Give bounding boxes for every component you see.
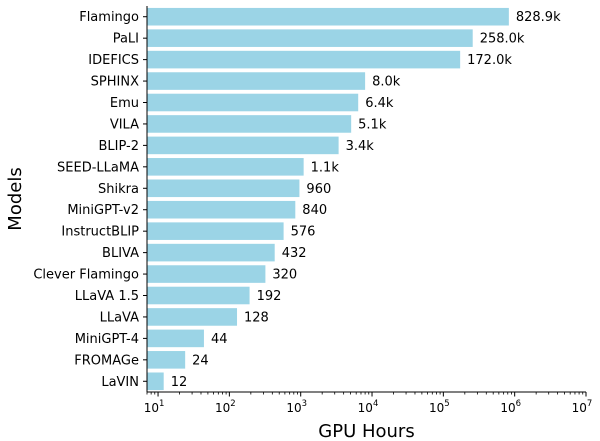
bar-pali — [147, 29, 473, 47]
x-tick-exponent: 2 — [230, 399, 235, 409]
x-tick-exponent: 4 — [373, 399, 378, 409]
x-tick-exponent: 6 — [516, 399, 521, 409]
value-label: 1.1k — [311, 160, 340, 175]
category-labels-group: Flamingo PaLI IDEFICS SPHINX Emu VILA BLIP-2 SE… — [33, 10, 147, 390]
x-tick-base: 10 — [429, 401, 444, 415]
category-label: LaVIN — [101, 375, 139, 390]
value-label: 24 — [192, 353, 209, 368]
value-label: 3.4k — [346, 139, 375, 154]
x-tick-label: 107 — [572, 399, 593, 415]
value-label: 432 — [282, 246, 307, 261]
value-label: 12 — [171, 375, 188, 390]
bar-sphinx — [147, 72, 366, 90]
value-label: 840 — [302, 203, 327, 218]
bar-llava — [147, 308, 238, 326]
value-label: 258.0k — [480, 32, 525, 47]
x-tick-base: 10 — [144, 401, 159, 415]
category-label: MiniGPT-4 — [75, 332, 139, 347]
bar-flamingo — [147, 7, 509, 26]
bar-bliva — [147, 243, 275, 262]
x-tick-exponent: 3 — [302, 399, 307, 409]
x-tick-base: 10 — [500, 401, 515, 415]
value-label: 960 — [306, 182, 331, 197]
x-tick-label: 102 — [215, 399, 236, 415]
bar-seed-llama — [147, 158, 304, 176]
value-label: 192 — [257, 289, 282, 304]
x-tick-base: 10 — [215, 401, 230, 415]
bar-clever-flamingo — [147, 265, 266, 283]
x-ticks-group: 101 102 103 104 105 106 107 — [144, 392, 593, 415]
bar-emu — [147, 93, 359, 112]
category-label: Emu — [110, 96, 139, 111]
bar-llava-1-5 — [147, 286, 250, 305]
bars-group — [147, 7, 509, 391]
category-label: SEED-LLaMA — [57, 160, 139, 175]
category-label: LLaVA 1.5 — [75, 289, 139, 304]
category-label: Flamingo — [79, 10, 139, 25]
category-label: PaLI — [113, 32, 139, 47]
x-tick-base: 10 — [286, 401, 301, 415]
category-label: FROMAGe — [74, 353, 139, 368]
bar-shikra — [147, 179, 300, 198]
value-label: 320 — [272, 268, 297, 283]
value-label: 128 — [244, 310, 269, 325]
category-label: IDEFICS — [88, 53, 139, 68]
value-label: 44 — [211, 332, 228, 347]
x-tick-exponent: 1 — [159, 399, 164, 409]
x-tick-label: 101 — [144, 399, 165, 415]
x-tick-exponent: 7 — [587, 399, 592, 409]
bar-lavin — [147, 372, 164, 391]
x-tick-label: 104 — [358, 399, 379, 415]
x-tick-base: 10 — [572, 401, 587, 415]
category-label: Clever Flamingo — [33, 268, 139, 283]
category-label: Shikra — [98, 182, 139, 197]
y-axis-title: Models — [5, 167, 26, 230]
value-label: 828.9k — [516, 10, 561, 25]
x-tick-base: 10 — [358, 401, 373, 415]
category-label: LLaVA — [100, 310, 140, 325]
value-label: 576 — [291, 225, 316, 240]
bar-minigpt-4 — [147, 329, 204, 348]
value-label: 172.0k — [467, 53, 512, 68]
bar-vila — [147, 115, 352, 133]
bar-instructblip — [147, 222, 284, 240]
value-labels-group: 828.9k 258.0k 172.0k 8.0k 6.4k 5.1k 3.4k 1.1k 96… — [171, 10, 561, 390]
value-label: 8.0k — [372, 75, 401, 90]
x-tick-label: 103 — [286, 399, 307, 415]
x-tick-label: 105 — [429, 399, 450, 415]
bar-minigpt-v2 — [147, 200, 296, 219]
value-label: 5.1k — [358, 117, 387, 132]
x-axis-title: GPU Hours — [318, 421, 414, 441]
x-tick-label: 106 — [500, 399, 521, 415]
x-tick-exponent: 5 — [444, 399, 449, 409]
category-label: VILA — [110, 117, 139, 132]
bar-fromage — [147, 351, 186, 369]
bar-blip-2 — [147, 136, 339, 155]
category-label: MiniGPT-v2 — [67, 203, 139, 218]
category-label: BLIP-2 — [98, 139, 139, 154]
category-label: BLIVA — [102, 246, 139, 261]
category-label: SPHINX — [91, 75, 139, 90]
bar-idefics — [147, 50, 461, 69]
value-label: 6.4k — [365, 96, 394, 111]
category-label: InstructBLIP — [61, 225, 139, 240]
